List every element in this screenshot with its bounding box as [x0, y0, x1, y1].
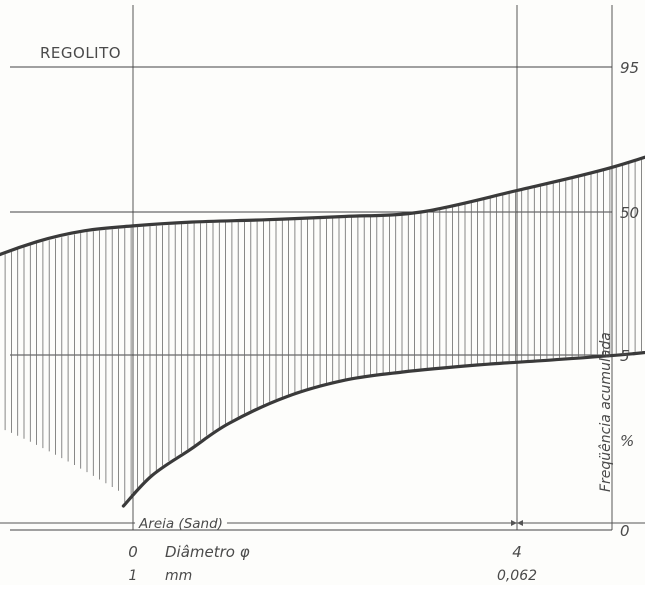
x-tick-mm: 1 — [129, 568, 138, 584]
size-class-ranges: Areia (Sand)SiltArgila (Clay) — [0, 516, 645, 532]
lower-curve — [121, 350, 645, 508]
y-axis-unit: % — [620, 432, 634, 450]
x-axis-label: Diâmetro φ — [165, 543, 250, 561]
x-axis-mm-label: mm — [165, 568, 192, 584]
range-arrow — [511, 520, 517, 526]
y-tick-label: 5 — [620, 347, 630, 365]
hatch-fill — [4, 158, 642, 503]
y-tick-label: 50 — [620, 204, 639, 222]
range-label: Areia (Sand) — [138, 516, 223, 532]
upper-curve — [0, 155, 645, 257]
chart-title: REGOLITO — [40, 44, 121, 62]
x-tick-phi: 0 — [128, 543, 138, 561]
range-arrow — [517, 520, 523, 526]
curves — [0, 155, 645, 508]
y-tick-label: 95 — [620, 59, 639, 77]
y-tick-labels: 0 5 50 95 — [620, 59, 639, 540]
x-tick-phi: 4 — [512, 543, 522, 561]
y-tick-label: 0 — [620, 522, 630, 540]
grid — [10, 5, 613, 531]
y-axis-label: Freqüência acumulada — [598, 332, 614, 492]
x-tick-mm: 0,062 — [497, 568, 537, 584]
